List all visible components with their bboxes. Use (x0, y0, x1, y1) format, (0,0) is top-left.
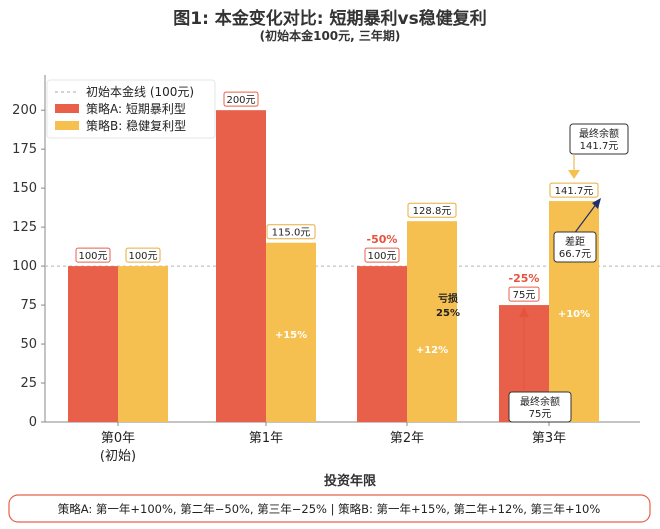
data-label: 100元 (367, 251, 396, 262)
final-a-box (508, 391, 572, 423)
data-label: 115.0元 (272, 228, 311, 239)
legend-swatch-b (55, 121, 79, 130)
legend: 初始本金线 (100元) 策略A: 短期暴利型 策略B: 稳健复利型 (46, 79, 216, 139)
final-a-label: 最终余额 (520, 395, 560, 408)
loss-pct-a: -25% (509, 272, 540, 285)
data-label-box (364, 247, 400, 263)
final-a-value: 75元 (529, 409, 552, 420)
chart-title: 图1: 本金变化对比: 短期暴利vs稳健复利 (173, 8, 486, 29)
growth-pct-b: +12% (416, 345, 448, 356)
legend-label-baseline: 初始本金线 (100元) (86, 84, 194, 99)
y-tick-label: 200 (12, 103, 37, 118)
legend-swatch-a (55, 104, 79, 113)
loss-note-line1: 亏损 (438, 292, 458, 305)
gap-label: 差距 (565, 235, 585, 248)
final-a-arrow-head (519, 307, 529, 318)
x-tick-label: 第2年 (390, 431, 424, 446)
loss-note-line2: 25% (436, 308, 460, 319)
data-label-box (223, 91, 259, 107)
data-label: 200元 (226, 95, 255, 106)
bar-strategy-b (266, 242, 316, 422)
y-tick-label: 25 (20, 376, 37, 391)
chart-subtitle: (初始本金100元, 三年期) (260, 28, 401, 43)
final-b-label: 最终余额 (579, 127, 619, 140)
bar-strategy-a (216, 110, 266, 422)
x-tick-label: 第3年 (532, 431, 566, 446)
data-label: 141.7元 (555, 186, 594, 197)
bar-strategy-a (357, 266, 407, 422)
final-b-value: 141.7元 (580, 141, 619, 152)
data-label: 75元 (513, 290, 536, 301)
y-tick-label: 175 (12, 142, 37, 157)
y-tick-label: 50 (20, 337, 37, 352)
y-tick-label: 125 (12, 220, 37, 235)
x-tick-sublabel: (初始) (100, 449, 136, 464)
gap-arrow-head (592, 198, 601, 209)
gap-box (553, 231, 597, 263)
final-b-box (569, 123, 629, 155)
data-label-box (508, 286, 540, 302)
data-label-box (266, 224, 316, 240)
legend-label-a: 策略A: 短期暴利型 (86, 101, 186, 116)
legend-label-b: 策略B: 稳健复利型 (86, 118, 186, 133)
data-label: 100元 (128, 251, 157, 262)
loss-pct-a: -50% (367, 233, 398, 246)
footnote-text: 策略A: 第一年+100%, 第二年−50%, 第三年−25% | 策略B: 第… (58, 502, 601, 516)
data-labels: 100元 200元 100元 75元 100元 115.0元 128.8元 141.7元 (75, 91, 599, 302)
footnote: 策略A: 第一年+100%, 第二年−50%, 第三年−25% | 策略B: 第… (8, 494, 651, 523)
y-tick-label: 0 (29, 415, 37, 430)
data-label-box (75, 247, 111, 263)
y-tick-label: 150 (12, 181, 37, 196)
y-tick-label: 100 (12, 259, 37, 274)
data-label-box (407, 202, 457, 218)
bar-strategy-b (118, 266, 168, 422)
footnote-box (8, 494, 651, 523)
legend-box (46, 79, 216, 139)
x-axis-label: 投资年限 (324, 473, 377, 489)
x-tick-label: 第0年 (101, 431, 135, 446)
gap-value: 66.7元 (559, 249, 591, 260)
data-label-box (549, 182, 599, 198)
axes: 0 25 50 75 100 125 150 175 200 第0年 (初始) 第1年 第2年 第3年 (12, 75, 640, 464)
annotations: +15%+12%+10%-50%-25%亏损25%最终余额75元差距66.7元最… (275, 123, 629, 423)
x-tick-label: 第1年 (249, 431, 283, 446)
bar-strategy-b (407, 221, 457, 422)
y-tick-label: 75 (20, 298, 37, 313)
data-label-box (125, 247, 161, 263)
growth-pct-b: +10% (558, 309, 590, 320)
final-b-pointer-head (568, 170, 580, 179)
data-label: 128.8元 (413, 206, 452, 217)
bar-strategy-a (68, 266, 118, 422)
data-label: 100元 (78, 251, 107, 262)
growth-pct-b: +15% (275, 330, 307, 341)
